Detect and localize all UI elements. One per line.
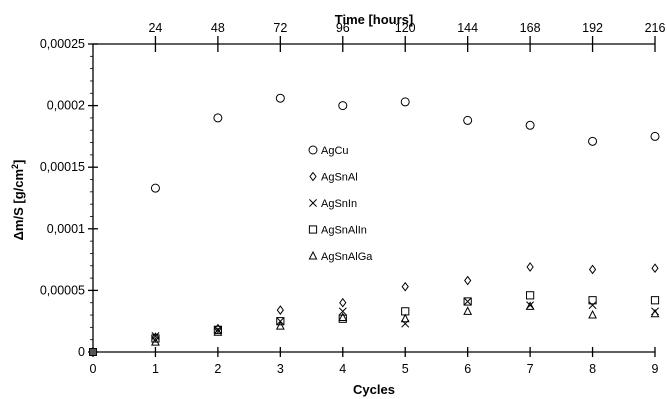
point-agsnal bbox=[401, 281, 409, 292]
point-agsnal bbox=[276, 305, 284, 315]
legend-label-agsnalga: AgSnAlGa bbox=[321, 251, 373, 263]
y-tick-label: 0,00025 bbox=[40, 37, 85, 51]
point-agsnin bbox=[276, 317, 285, 326]
legend-label-agsnalin: AgSnAlIn bbox=[321, 225, 367, 237]
point-agcu bbox=[650, 131, 660, 141]
point-agsnalin bbox=[401, 307, 410, 316]
point-agcu bbox=[275, 93, 285, 103]
point-agcu bbox=[525, 120, 535, 130]
point-agsnalga bbox=[525, 301, 535, 310]
data-marks bbox=[89, 93, 660, 356]
point-agcu bbox=[338, 101, 348, 111]
legend-marker-agsnal bbox=[309, 171, 317, 182]
point-agsnal bbox=[339, 297, 347, 308]
point-agsnal bbox=[214, 323, 222, 334]
point-agsnalin bbox=[526, 291, 535, 300]
point-agcu bbox=[463, 115, 473, 125]
axes: 0 1 2 3 4 5 6 7 8 9 24 48 72 96 120 144 168 192 216 0 0,0000… bbox=[40, 21, 666, 376]
x2-axis-title: Time [hours] bbox=[335, 12, 414, 27]
y-tick-label: 0,00015 bbox=[40, 160, 85, 174]
legend-marker-agsnalga bbox=[308, 250, 318, 260]
point-agcu bbox=[150, 183, 160, 193]
x-tick-label: 1 bbox=[152, 362, 159, 376]
y-tick-label: 0,00005 bbox=[40, 283, 85, 297]
x-tick-label: 4 bbox=[339, 362, 346, 376]
point-agsnalga bbox=[588, 309, 597, 319]
x-tick-label: 3 bbox=[277, 362, 284, 376]
point-agcu bbox=[588, 136, 598, 146]
x-tick-label: 8 bbox=[589, 362, 596, 376]
x2-tick-label: 144 bbox=[457, 21, 478, 35]
point-agsnin bbox=[588, 301, 597, 310]
y-axis-title-sup: 2 bbox=[10, 164, 20, 169]
x2-tick-label: 120 bbox=[395, 21, 416, 35]
x-tick-label: 9 bbox=[652, 362, 659, 376]
point-agsnin bbox=[651, 307, 659, 316]
point-agsnalga bbox=[338, 312, 348, 322]
point-agsnin bbox=[463, 297, 472, 306]
point-agsnin bbox=[338, 307, 347, 316]
point-agsnalga bbox=[463, 306, 473, 315]
y-tick-label: 0,0002 bbox=[47, 99, 85, 113]
point-agsnal bbox=[464, 275, 472, 286]
point-agsnin bbox=[526, 301, 535, 310]
point-agsnalin bbox=[463, 297, 472, 306]
legend-label-agsnal: AgSnAl bbox=[321, 172, 358, 184]
legend-marker-agsnin bbox=[309, 199, 317, 207]
point-agsnal bbox=[651, 263, 659, 274]
legend-marker-agsnalin bbox=[308, 225, 318, 234]
point-agcu bbox=[400, 97, 410, 107]
x2-tick-label: 96 bbox=[336, 21, 350, 35]
point-agsnalin bbox=[276, 317, 285, 326]
y-tick-label: 0 bbox=[78, 345, 85, 359]
y-tick-label: 0,0001 bbox=[47, 222, 85, 236]
x-tick-label: 0 bbox=[90, 362, 97, 376]
y-axis-title-main: Δm/S [g/cm bbox=[11, 169, 26, 240]
x-tick-label: 7 bbox=[527, 362, 534, 376]
point-agsnalga bbox=[400, 313, 410, 323]
point-agcu bbox=[213, 113, 223, 123]
x-axis-title: Cycles bbox=[353, 382, 395, 397]
x2-tick-label: 216 bbox=[645, 21, 666, 35]
y-axis-title-end: ] bbox=[11, 160, 26, 164]
point-agsnal bbox=[526, 262, 534, 272]
point-agsnin bbox=[401, 319, 410, 328]
legend-label-agcu: AgCu bbox=[321, 145, 349, 157]
point-agsnalin bbox=[650, 296, 660, 305]
legend-label-agsnin: AgSnIn bbox=[321, 198, 357, 210]
x2-tick-label: 168 bbox=[520, 21, 541, 35]
x2-tick-label: 24 bbox=[148, 21, 162, 35]
y-axis-title: Δm/S [g/cm2] bbox=[10, 160, 26, 241]
point-agsnal bbox=[588, 264, 597, 275]
legend-marker-agcu bbox=[308, 145, 318, 155]
x2-tick-label: 72 bbox=[273, 21, 287, 35]
point-agsnalin bbox=[338, 314, 347, 323]
point-agsnalin bbox=[588, 296, 597, 305]
x2-tick-label: 48 bbox=[211, 21, 225, 35]
x2-tick-label: 192 bbox=[582, 21, 603, 35]
origin-point-agcu bbox=[89, 348, 97, 356]
legend: AgCu AgSnAl AgSnIn AgSnAlIn AgSnAlGa bbox=[308, 145, 373, 263]
x-tick-label: 6 bbox=[464, 362, 471, 376]
x-tick-label: 5 bbox=[402, 362, 409, 376]
x-tick-label: 2 bbox=[214, 362, 221, 376]
point-agsnal bbox=[151, 332, 160, 343]
point-agsnalga bbox=[275, 321, 285, 330]
